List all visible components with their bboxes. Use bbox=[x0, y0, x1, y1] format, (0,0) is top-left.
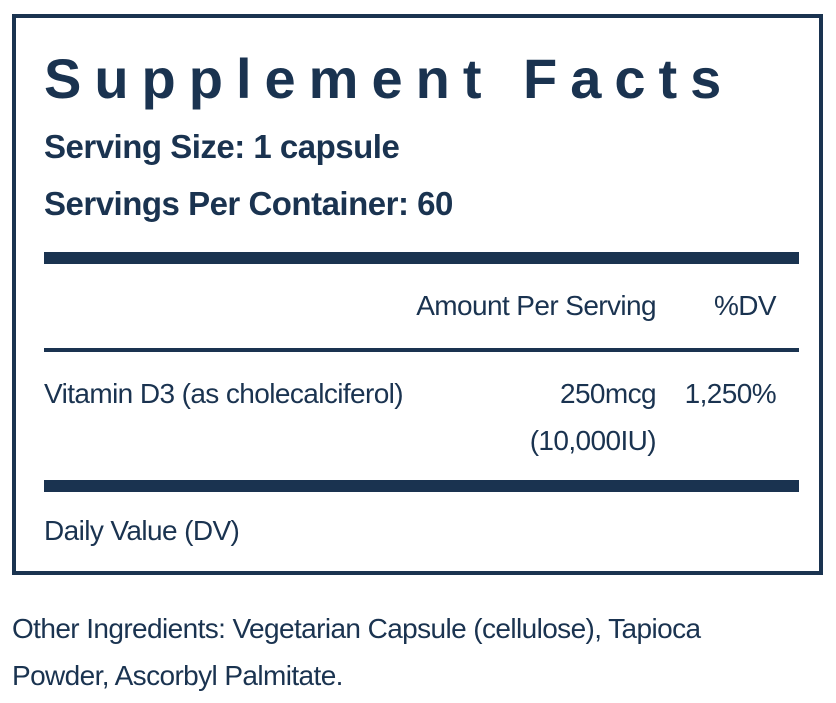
serving-size: Serving Size: 1 capsule bbox=[44, 128, 400, 165]
nutrient-amount: (10,000IU) bbox=[529, 425, 657, 456]
thin-rule bbox=[44, 348, 799, 352]
dv-header: %DV bbox=[714, 290, 777, 321]
title: Supplement Facts bbox=[44, 47, 735, 110]
other-ingredients: Other Ingredients: Vegetarian Capsule (c… bbox=[12, 613, 701, 691]
footnote: Daily Value (DV) bbox=[44, 515, 240, 546]
amount-header: Amount Per Serving bbox=[416, 290, 656, 321]
thick-rule bbox=[44, 252, 799, 264]
nutrient-dv: 1,250% bbox=[684, 378, 777, 409]
facts-panel: Supplement Facts Serving Size: 1 capsule… bbox=[12, 14, 823, 575]
thick-rule bbox=[44, 480, 799, 492]
nutrient-name: Vitamin D3 (as cholecalciferol) bbox=[44, 378, 404, 409]
nutrient-amount: 250mcg bbox=[559, 378, 657, 409]
servings-per-container: Servings Per Container: 60 bbox=[44, 185, 453, 222]
